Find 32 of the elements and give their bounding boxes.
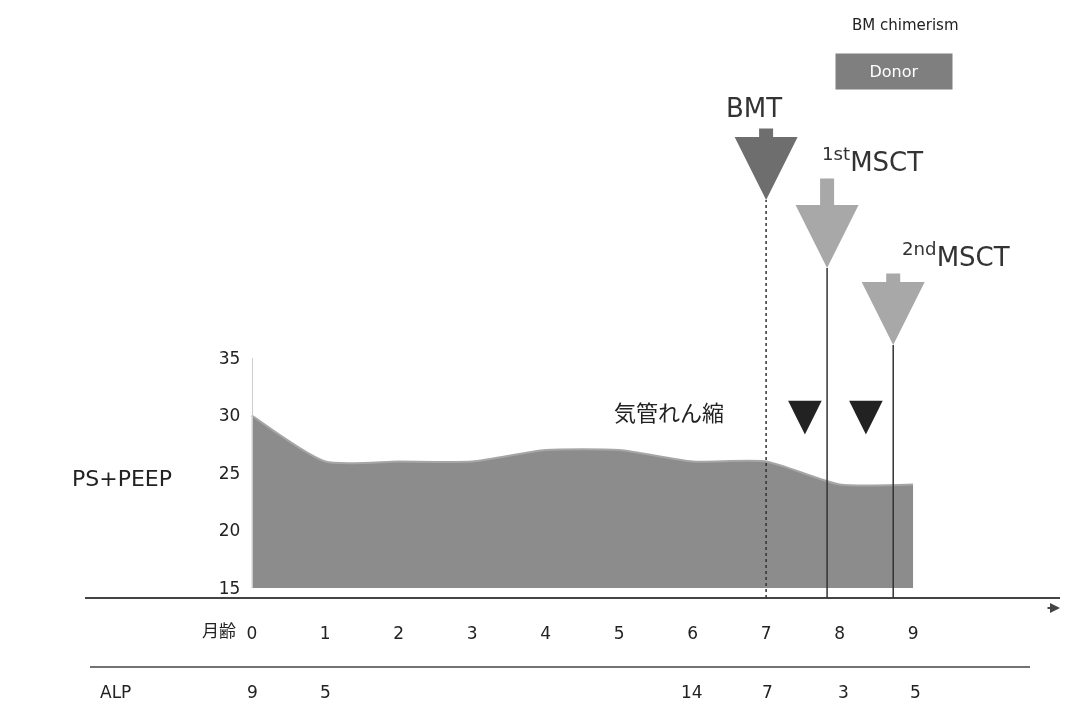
x-tick-label: 3 bbox=[466, 623, 478, 644]
text: BM chimerism bbox=[852, 16, 959, 34]
text: ALP bbox=[100, 682, 132, 702]
text: Donor bbox=[869, 62, 919, 81]
text: 3 bbox=[838, 682, 849, 702]
ref-line-label: $^{1st}$MSCT bbox=[822, 143, 924, 177]
y-axis-title: PS+PEEP bbox=[72, 466, 172, 491]
x-tick-label: 9 bbox=[907, 623, 919, 644]
x-tick-label: 2 bbox=[393, 623, 405, 644]
y-tick-label: 35 bbox=[218, 347, 241, 368]
y-tick-label: 15 bbox=[218, 577, 241, 598]
x-tick-label: 7 bbox=[760, 623, 772, 644]
x-tick-label: 0 bbox=[246, 623, 258, 644]
x-tick-label: 8 bbox=[834, 623, 845, 644]
x-tick-label: 1 bbox=[319, 623, 331, 644]
x-tick-label: 6 bbox=[687, 623, 699, 644]
annotation: 気管れん縮 bbox=[614, 401, 725, 426]
x-tick-label: 5 bbox=[613, 623, 625, 644]
x-axis-title: 月齢 bbox=[202, 621, 236, 641]
annotation: ▼ bbox=[849, 388, 883, 439]
y-tick-label: 20 bbox=[218, 520, 241, 541]
text: 7 bbox=[762, 682, 773, 702]
annotation: ▼ bbox=[788, 388, 822, 439]
text: 9 bbox=[247, 682, 258, 702]
ref-line-label: BMT bbox=[726, 93, 783, 123]
x-tick-label: 4 bbox=[540, 623, 552, 644]
text: 14 bbox=[681, 682, 703, 702]
ref-line-label: $^{2nd}$MSCT bbox=[902, 238, 1010, 272]
text: 5 bbox=[910, 682, 921, 702]
y-tick-label: 25 bbox=[218, 462, 241, 483]
text: 5 bbox=[320, 682, 331, 702]
y-tick-label: 30 bbox=[218, 405, 241, 426]
